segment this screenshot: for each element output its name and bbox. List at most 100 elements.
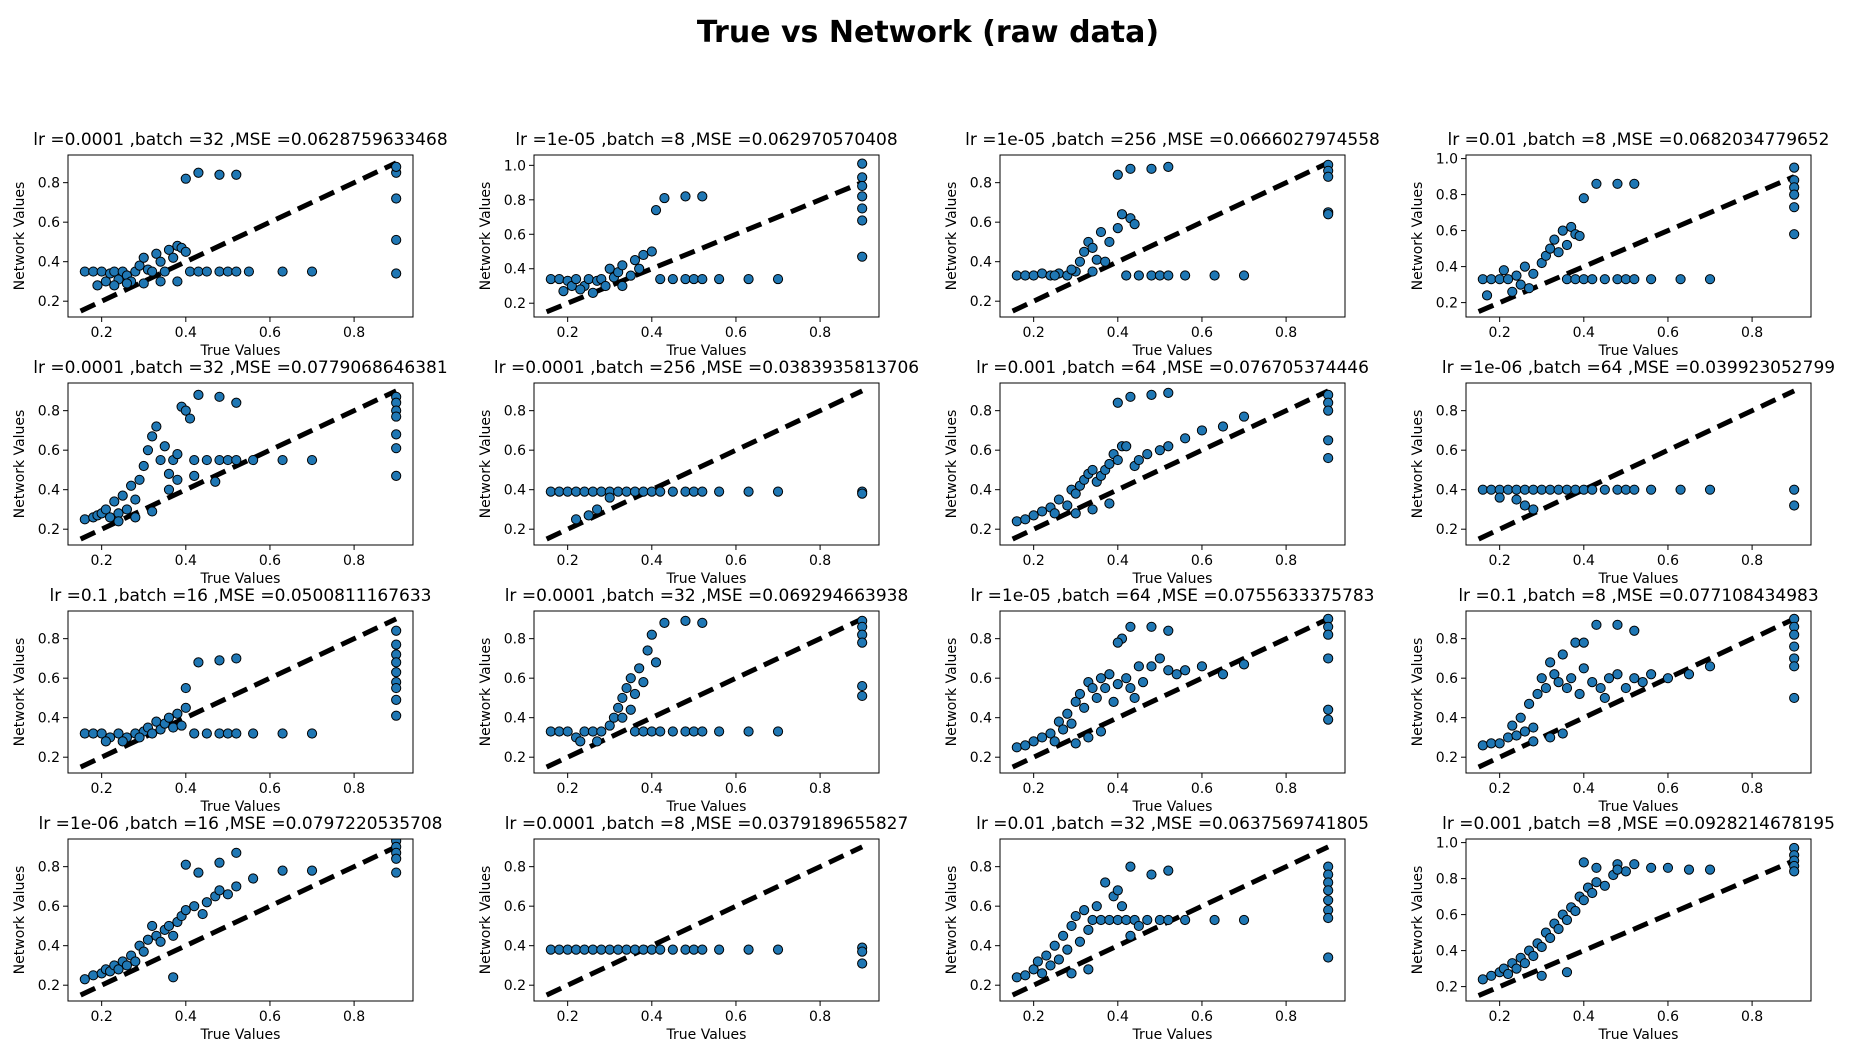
data-point <box>1053 494 1065 505</box>
y-tick-label: 0.6 <box>1436 908 1458 924</box>
subplot-12: lr =0.1 ,batch =8 ,MSE =0.077108434983 0.… <box>1410 586 1819 815</box>
data-point <box>613 702 624 713</box>
data-point <box>248 873 259 884</box>
y-tick-label: 1.0 <box>504 158 526 174</box>
data-point <box>121 278 133 289</box>
y-tick-label: 0.6 <box>504 227 526 243</box>
data-point <box>201 897 212 908</box>
y-tick-label: 0.2 <box>970 750 992 766</box>
data-point <box>1498 265 1509 276</box>
data-point <box>201 454 212 466</box>
data-point <box>857 637 868 648</box>
data-point <box>587 287 599 298</box>
x-tick-label: 0.2 <box>91 1009 113 1025</box>
data-point <box>667 273 678 285</box>
x-tick-label: 0.8 <box>1275 325 1297 341</box>
y-tick-label: 0.4 <box>38 255 60 271</box>
data-point <box>1083 924 1094 935</box>
y-axis-label: Network Values <box>12 182 28 291</box>
y-axis-label: Network Values <box>1410 866 1426 975</box>
data-point <box>134 732 145 743</box>
x-tick-label: 0.8 <box>1275 553 1297 569</box>
data-point <box>163 920 175 932</box>
y-tick-label: 0.4 <box>970 483 992 499</box>
data-point <box>180 702 191 713</box>
data-point <box>1629 484 1640 495</box>
data-point <box>1104 458 1115 470</box>
x-axis-label: True Values <box>1598 571 1679 587</box>
x-axis-label: True Values <box>666 571 747 587</box>
data-point <box>743 486 754 497</box>
data-point <box>743 726 754 737</box>
y-tick-label: 0.2 <box>1436 522 1458 538</box>
data-point <box>604 720 615 731</box>
data-layer <box>545 615 868 770</box>
data-point <box>1662 862 1674 873</box>
x-tick-label: 0.6 <box>725 553 747 569</box>
x-tick-label: 0.2 <box>557 781 579 797</box>
data-point <box>1646 274 1657 285</box>
data-point <box>1528 504 1539 515</box>
data-point <box>1095 914 1107 926</box>
data-point <box>1112 169 1123 180</box>
data-point <box>210 476 221 487</box>
data-point <box>1545 243 1556 254</box>
data-point <box>96 266 107 277</box>
y-tick-label: 0.2 <box>504 296 526 312</box>
figure-title: True vs Network (raw data) <box>697 15 1159 50</box>
y-tick-label: 0.8 <box>1436 872 1458 888</box>
data-point <box>147 920 158 932</box>
data-point <box>638 677 649 688</box>
data-point <box>1049 270 1060 281</box>
subplot-title: lr =1e-05 ,batch =8 ,MSE =0.062970570408 <box>515 130 897 150</box>
data-point <box>1121 914 1132 926</box>
data-point <box>79 728 90 739</box>
data-point <box>1570 274 1581 285</box>
data-point <box>1066 920 1077 932</box>
y-tick-label: 0.2 <box>1436 750 1458 766</box>
data-point <box>1062 944 1073 955</box>
data-point <box>1180 270 1191 281</box>
data-point <box>113 516 124 527</box>
x-axis-label: True Values <box>1132 1027 1213 1043</box>
data-point <box>142 445 154 456</box>
data-point <box>688 273 699 285</box>
identity-line <box>545 180 864 315</box>
data-point <box>1528 484 1539 495</box>
data-point <box>231 728 242 739</box>
y-tick-label: 0.6 <box>970 899 992 915</box>
data-point <box>600 280 611 292</box>
data-point <box>189 901 200 912</box>
data-point <box>1062 500 1073 511</box>
y-tick-label: 0.2 <box>970 522 992 538</box>
data-point <box>391 682 402 694</box>
data-point <box>1217 421 1229 432</box>
data-point <box>1789 629 1800 640</box>
data-point <box>1561 914 1573 926</box>
y-tick-label: 0.4 <box>38 939 60 955</box>
data-point <box>168 252 179 263</box>
data-point <box>667 486 678 497</box>
data-point <box>1494 492 1505 503</box>
data-point <box>570 944 582 955</box>
y-tick-label: 0.4 <box>38 711 60 727</box>
data-point <box>306 728 318 739</box>
y-tick-label: 0.4 <box>504 483 526 499</box>
y-axis-label: Network Values <box>478 866 494 975</box>
y-axis-label: Network Values <box>1410 410 1426 519</box>
x-tick-label: 0.2 <box>1489 1009 1511 1025</box>
data-point <box>650 657 662 668</box>
data-point <box>642 645 653 656</box>
data-point <box>1789 189 1800 200</box>
data-point <box>1481 290 1493 301</box>
data-point <box>1704 274 1716 285</box>
data-point <box>1477 974 1488 985</box>
data-point <box>1789 484 1800 495</box>
y-tick-label: 0.8 <box>970 404 992 420</box>
data-point <box>1486 484 1497 495</box>
data-point <box>1578 193 1589 204</box>
data-point <box>306 865 318 876</box>
data-point <box>1116 209 1128 220</box>
data-point <box>391 234 402 246</box>
data-point <box>1137 677 1149 688</box>
